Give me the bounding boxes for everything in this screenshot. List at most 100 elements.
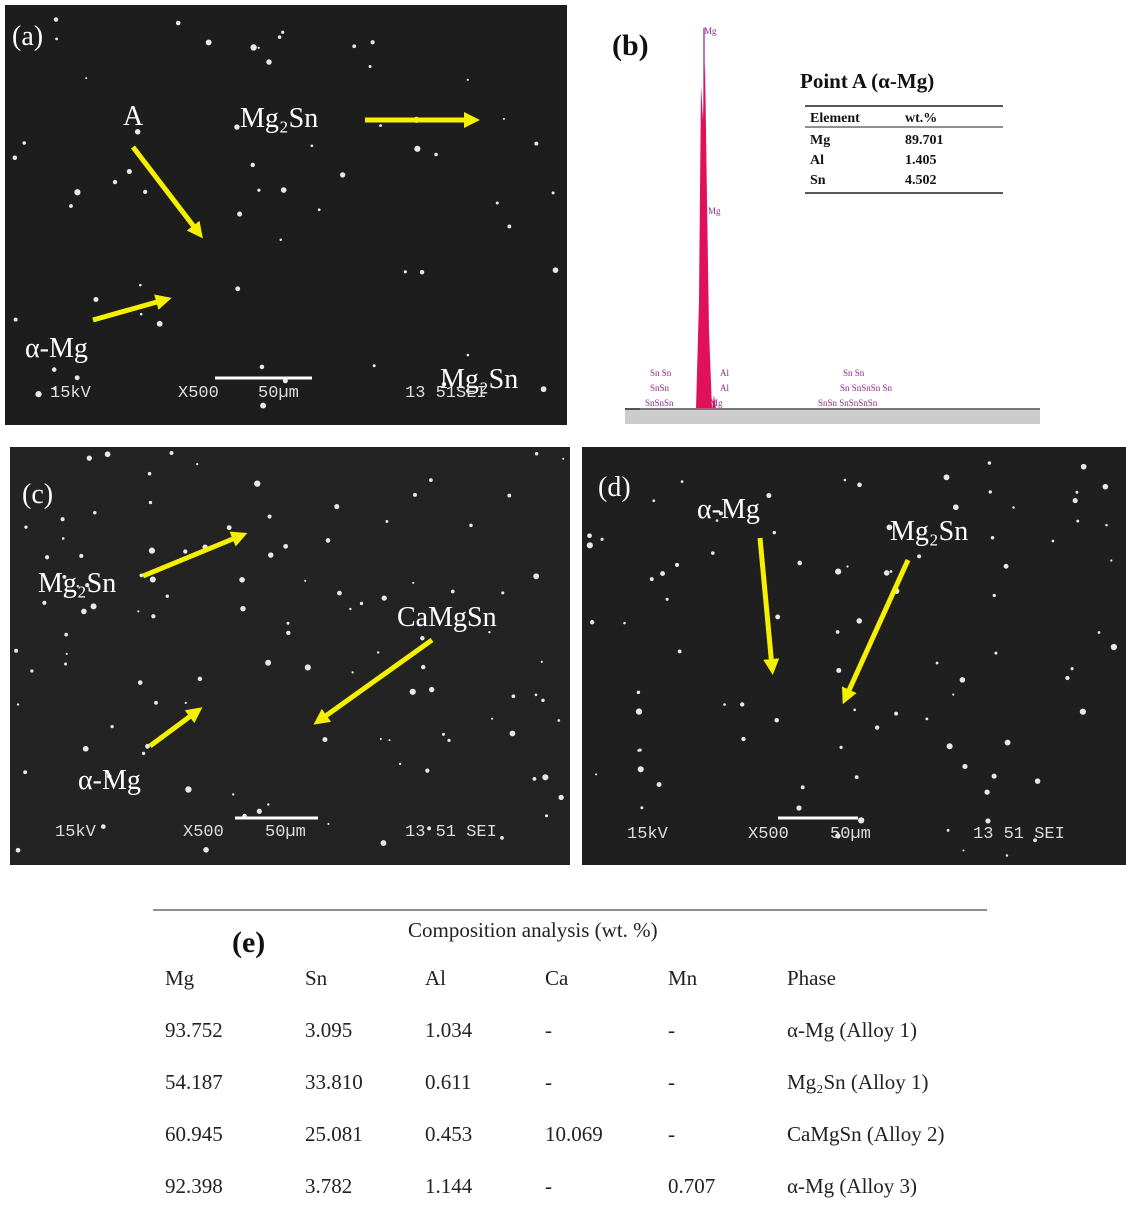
particle <box>773 531 776 534</box>
particle <box>198 677 202 681</box>
particle <box>62 537 65 540</box>
particle <box>962 849 964 851</box>
particle <box>1004 564 1009 569</box>
table-header: Mg <box>165 966 195 990</box>
particle <box>1071 667 1074 670</box>
particle <box>675 563 679 567</box>
table-cell: 4.502 <box>905 173 937 188</box>
particle <box>587 533 592 538</box>
particle <box>157 321 163 327</box>
particle <box>507 494 511 498</box>
table-cell: Mg <box>810 133 830 148</box>
table-header: Element <box>810 111 860 126</box>
peak-label: SnSn <box>650 383 670 393</box>
particle <box>503 118 505 120</box>
particle <box>45 555 49 559</box>
particle <box>54 17 58 21</box>
particle <box>1076 520 1079 523</box>
particle <box>775 614 780 619</box>
particle <box>93 511 96 514</box>
particle <box>22 141 26 145</box>
particle <box>947 829 950 832</box>
particle <box>562 458 564 460</box>
particle <box>349 608 351 610</box>
table-cell: 93.752 <box>165 1018 223 1042</box>
particle <box>183 549 187 553</box>
particle <box>110 725 113 728</box>
sem-stamp: 50µm <box>265 823 306 842</box>
particle <box>399 763 401 765</box>
particle <box>884 570 890 576</box>
peak-label: Sn Sn <box>650 368 672 378</box>
particle <box>388 739 390 741</box>
particle <box>434 153 438 157</box>
table-cell: 0.611 <box>425 1070 471 1094</box>
particle <box>741 737 745 741</box>
panel-label: (e) <box>232 926 265 959</box>
sem-stamp: X500 <box>748 825 789 844</box>
particle <box>268 552 273 557</box>
particle <box>960 677 966 683</box>
particle <box>14 649 18 653</box>
particle <box>638 766 644 772</box>
particle <box>42 601 46 605</box>
particle <box>1080 709 1086 715</box>
particle <box>360 602 363 605</box>
table-cell: 1.034 <box>425 1018 473 1042</box>
particle <box>953 504 959 510</box>
table-cell: CaMgSn (Alloy 2) <box>787 1122 945 1146</box>
particle <box>666 598 669 601</box>
particle <box>150 576 156 582</box>
particle <box>558 795 563 800</box>
particle <box>421 665 425 669</box>
particle <box>91 603 97 609</box>
particle <box>278 35 282 39</box>
particle <box>587 542 593 548</box>
figure: (a)AMg₂Snα-MgMg₂Sn15kVX50050µm13 51SEI(b… <box>0 0 1126 1218</box>
panel-label: (d) <box>598 472 631 503</box>
particle <box>286 631 290 635</box>
particle <box>681 480 684 483</box>
particle <box>266 59 271 64</box>
particle <box>1012 506 1015 509</box>
sem-image-d <box>582 447 1126 865</box>
particle <box>254 480 260 486</box>
panel-label: (a) <box>12 21 43 52</box>
particle <box>379 124 382 127</box>
sem-stamp: 15kV <box>627 825 669 844</box>
particle <box>936 662 939 665</box>
mg-peak <box>696 60 712 409</box>
sem-stamp: X500 <box>183 823 224 842</box>
peak-label: SnSn SnSnSnSn <box>818 398 878 408</box>
particle <box>377 651 379 653</box>
particle <box>149 501 152 504</box>
particle <box>553 267 559 273</box>
particle <box>447 739 450 742</box>
particle <box>30 669 33 672</box>
particle <box>137 610 139 612</box>
particle <box>846 565 848 567</box>
particle <box>766 493 771 498</box>
particle <box>420 270 424 274</box>
particle <box>723 703 726 706</box>
particle <box>501 591 504 594</box>
particle <box>1006 854 1009 857</box>
particle <box>836 630 840 634</box>
particle <box>81 609 87 615</box>
annotation: CaMgSn <box>397 602 497 633</box>
particle <box>311 144 314 147</box>
particle <box>176 21 181 26</box>
peak-label: SnSnSn <box>645 398 674 408</box>
particle <box>1035 778 1041 784</box>
table-cell: Sn <box>810 173 826 188</box>
particle <box>185 702 187 704</box>
panel-label: (b) <box>612 29 649 62</box>
particle <box>1005 740 1011 746</box>
table-header: Al <box>425 966 446 990</box>
particle <box>318 208 321 211</box>
table-cell: 1.405 <box>905 153 937 168</box>
particle <box>235 286 240 291</box>
particle <box>993 594 996 597</box>
particle <box>855 775 859 779</box>
particle <box>623 622 626 625</box>
